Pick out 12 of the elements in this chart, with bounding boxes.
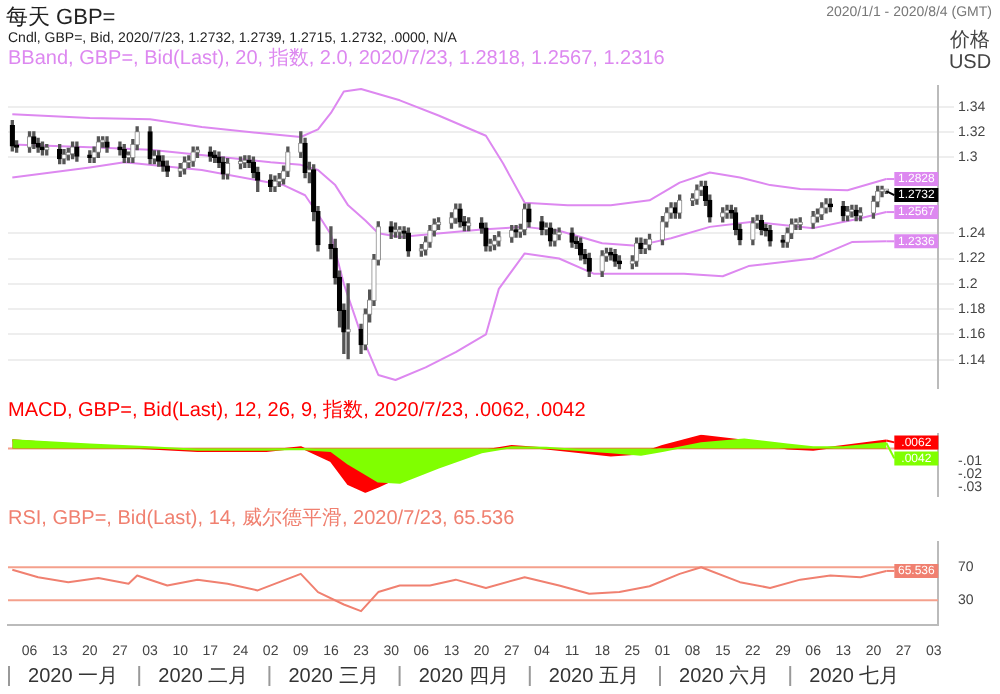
text: 2020 六月 [679, 663, 770, 688]
text: 2020 四月 [418, 665, 509, 688]
text: 2020 二月 [158, 665, 249, 688]
text: 2020 一月 [28, 665, 119, 688]
chart-subtitle: RSI, GBP=, Bid(Last), 14, 威尔德平滑, 2020/7/23, 65.536 [8, 508, 517, 530]
y-axis-title: 价格 USD [946, 30, 994, 74]
chart-title: 每天 GBP= [6, 4, 116, 31]
text: 2020 三月 [288, 665, 379, 688]
text: 2020 五月 [548, 665, 639, 688]
text: 2020 七月 [809, 663, 900, 688]
text: BBand, GBP=, Bid(Last), 20, 指数, 2.0, 2020/7/23, 1.2818, 1.2567, 1.2316 [8, 48, 665, 70]
chart-subtitle: MACD, GBP=, Bid(Last), 12, 26, 9, 指数, 2020/7/23, .0062, .0042 [8, 400, 588, 422]
